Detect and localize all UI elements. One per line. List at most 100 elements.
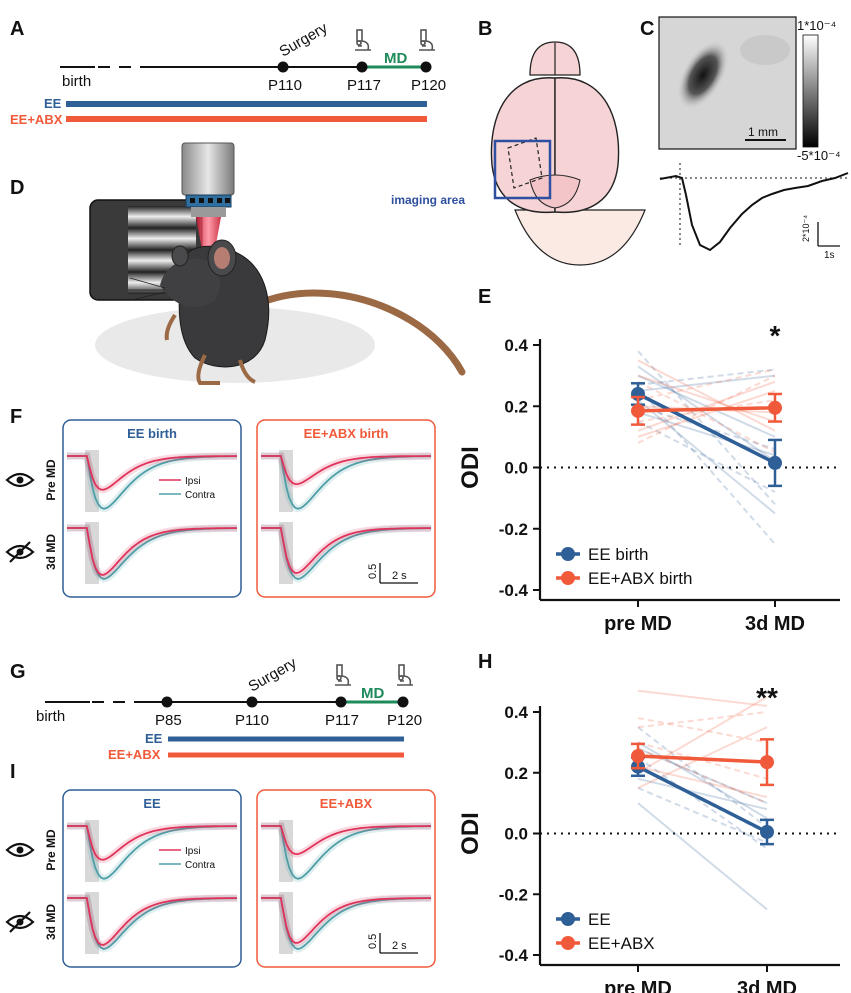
legend-marker xyxy=(561,936,575,950)
individual-line xyxy=(637,387,776,545)
timeline-surgery: Surgery xyxy=(277,19,331,60)
individual-line xyxy=(637,777,768,811)
data-point xyxy=(768,400,782,415)
row-label: Pre MD xyxy=(44,459,58,501)
panel-f: F EE birth Ipsi Contra EE+ABX birth Pre MD 3d… xyxy=(5,406,436,598)
y-tick-label: 0.2 xyxy=(504,397,528,416)
legend-label: Ipsi xyxy=(185,846,201,857)
timeline-tick: P120 xyxy=(411,77,446,94)
imaging-area-box xyxy=(493,139,552,200)
mouse-tail xyxy=(251,289,466,376)
panel-h: H -0.4 -0.2 0.0 0.2 0.4 pre MD 3d MD ODI ** EE EE+… xyxy=(457,651,840,993)
v1-outline xyxy=(507,137,543,189)
activation-blob xyxy=(677,40,729,110)
eye-slash xyxy=(9,911,31,933)
legend-label: Ipsi xyxy=(185,476,201,487)
data-point xyxy=(768,455,782,470)
trace-line xyxy=(261,527,431,574)
individual-line xyxy=(637,756,768,850)
individual-line xyxy=(637,689,768,707)
eye-slash xyxy=(9,541,31,563)
timeline-tick: P85 xyxy=(155,712,182,729)
y-tick-label: 0.2 xyxy=(504,764,528,783)
eye-open-icon xyxy=(5,472,35,488)
colorbar-min: -5*10⁻⁴ xyxy=(797,148,841,163)
eye-pupil xyxy=(16,476,24,484)
data-point xyxy=(760,755,774,770)
row-label: 3d MD xyxy=(44,904,58,940)
timeline-tick: P110 xyxy=(235,712,269,729)
row-label: Pre MD xyxy=(44,829,58,871)
timeline-dot xyxy=(356,61,368,73)
individual-line xyxy=(637,741,768,780)
microscope-icon xyxy=(397,664,413,686)
individual-line xyxy=(637,374,776,444)
timeline-birth: birth xyxy=(62,73,91,90)
mean-line xyxy=(637,765,768,834)
y-axis-label: ODI xyxy=(457,446,484,489)
eye-pupil xyxy=(16,846,24,854)
timeline-tick: P117 xyxy=(325,712,359,729)
panel-c: C 1 mm 1*10⁻⁴ -5*10⁻⁴ 2*10⁻⁴ 1s xyxy=(640,16,849,261)
y-tick-label: -0.2 xyxy=(499,885,528,904)
x-tick-label: 3d MD xyxy=(745,613,805,635)
abx-bar-label: EE+ABX xyxy=(108,747,161,762)
microscope-icon xyxy=(355,29,371,51)
trace-box xyxy=(62,419,242,598)
panel-label-c: C xyxy=(640,18,654,40)
legend-label: EE xyxy=(588,910,611,929)
y-tick-label: -0.4 xyxy=(499,581,529,600)
individual-line xyxy=(637,711,768,729)
ee-bar-label: EE xyxy=(44,96,62,111)
individual-line xyxy=(637,399,776,423)
panel-b: B imaging area xyxy=(391,18,646,266)
objective-body xyxy=(181,142,235,196)
panel-i: I EE Ipsi Contra EE+ABX Pre MD 3d MD 0.5 2 s xyxy=(5,761,436,968)
legend-marker xyxy=(561,912,575,926)
trace-line xyxy=(67,897,237,946)
panel-label-d: D xyxy=(10,177,24,199)
y-tick-label: -0.2 xyxy=(499,520,528,539)
x-tick-label: 3d MD xyxy=(737,978,797,993)
brain-cerebellum xyxy=(514,209,646,266)
panel-label-i: I xyxy=(10,761,16,783)
individual-line xyxy=(637,380,776,432)
md-label: MD xyxy=(384,50,407,67)
colorbar-max: 1*10⁻⁴ xyxy=(797,18,836,33)
colorbar xyxy=(802,34,819,148)
individual-line xyxy=(637,359,776,432)
timeline-dot xyxy=(277,61,289,73)
scale-bar-label: 0.5 xyxy=(367,934,379,949)
mean-line xyxy=(637,754,768,764)
timeline-tick: P110 xyxy=(268,77,302,94)
md-label: MD xyxy=(361,685,384,702)
individual-line xyxy=(637,368,776,402)
individual-line xyxy=(637,765,768,799)
trace-xbar-label: 1s xyxy=(824,250,835,261)
microscope-icon xyxy=(419,29,435,51)
odi-chart-h: -0.4 -0.2 0.0 0.2 0.4 pre MD 3d MD ODI ** EE EE+AB… xyxy=(457,682,840,993)
panel-label-b: B xyxy=(478,18,492,40)
legend-label: Contra xyxy=(185,490,215,501)
y-tick-label: 0.4 xyxy=(504,336,528,355)
y-tick-label: 0.0 xyxy=(504,825,528,844)
individual-line xyxy=(637,368,776,386)
scale-bar-label: 2 s xyxy=(392,570,407,582)
individual-line xyxy=(637,411,776,457)
panel-label-g: G xyxy=(10,661,26,683)
mean-line xyxy=(637,406,776,413)
legend-label: Contra xyxy=(185,860,215,871)
legend-label: EE birth xyxy=(588,545,648,564)
trace-box-title: EE+ABX birth xyxy=(304,426,389,441)
ee-bar-label: EE xyxy=(145,731,163,746)
eye-open-icon xyxy=(5,842,35,858)
trace-line xyxy=(67,455,238,491)
trace-box xyxy=(62,789,242,968)
legend-label: EE+ABX xyxy=(588,934,655,953)
panel-a: A birth Surgery MD P110 P117 P120 EE EE+… xyxy=(10,18,446,127)
individual-line xyxy=(637,695,768,774)
imaging-area-label: imaging area xyxy=(391,193,465,207)
panel-label-f: F xyxy=(10,406,22,428)
trace-line xyxy=(67,825,238,861)
panel-label-h: H xyxy=(478,651,492,673)
